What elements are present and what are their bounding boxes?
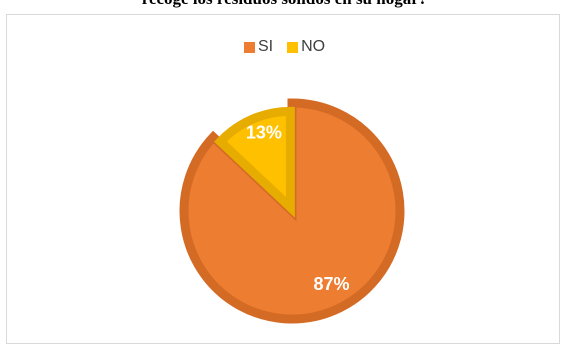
legend-swatch-si [243,41,255,53]
legend-item-no: NO [287,38,325,56]
data-label-no: 13% [246,123,282,143]
legend-label-no: NO [301,38,326,55]
data-label-si: 87% [314,274,350,294]
chart-legend: SI NO [0,38,569,56]
chart-title: recoge los residuos sólidos en su hogar? [0,0,569,9]
legend-label-si: SI [257,38,274,55]
legend-swatch-no [287,41,299,53]
legend-item-si: SI [243,38,274,56]
pie-slice-no [214,106,295,218]
